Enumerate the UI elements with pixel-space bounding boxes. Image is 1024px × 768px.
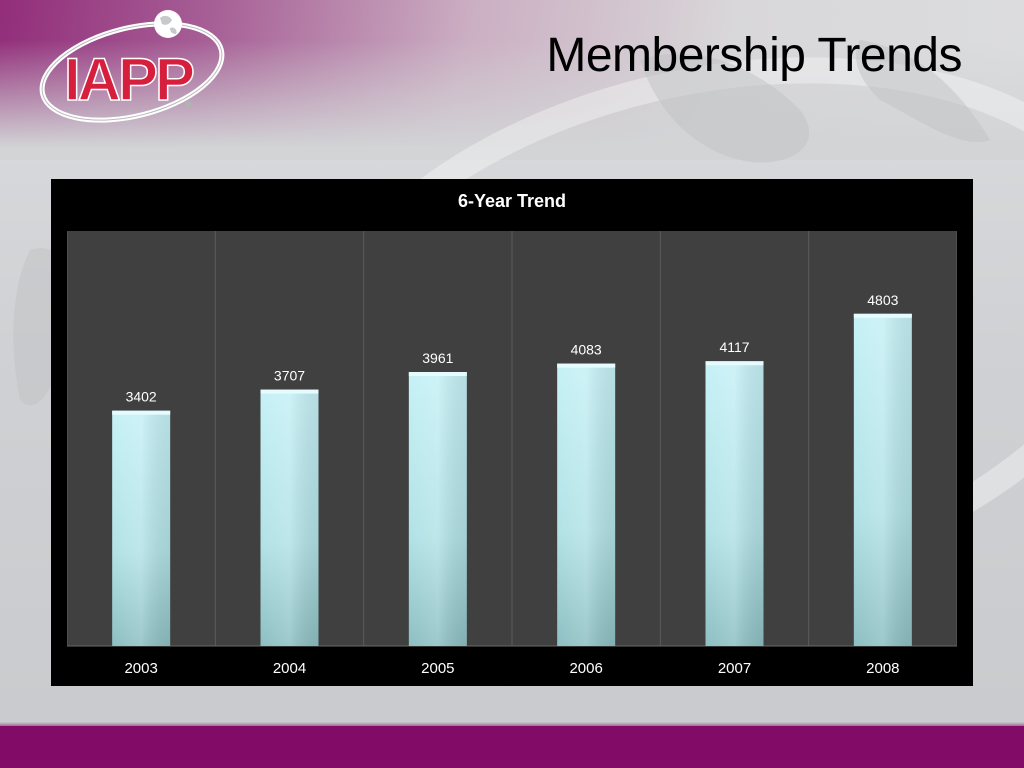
bar-shine-2008 [853,313,912,646]
bar-cap-2006 [557,363,616,368]
x-tick-label-2007: 2007 [718,660,751,677]
x-tick-label-2008: 2008 [866,660,899,677]
chart-panel: 6-Year Trend 3402 3707 3961 4083 4117 4803 20… [51,179,973,686]
bar-chart: 3402 3707 3961 4083 4117 4803 2003 2004 2005 200… [67,231,957,677]
x-tick-label-2003: 2003 [124,660,157,677]
iapp-logo: IAPP [39,10,225,123]
bar-cap-2004 [260,389,319,394]
x-tick-label-2005: 2005 [421,660,454,677]
data-label-2008: 4803 [867,292,898,308]
bar-cap-2003 [112,410,171,415]
header-band-fade [0,40,1024,160]
bar-shine-2006 [557,363,616,646]
chart-title: 6-Year Trend [457,191,567,211]
x-tick-label-2004: 2004 [273,660,306,677]
bar-shine-2007 [705,361,764,646]
bar-cap-2008 [853,313,912,318]
bar-shine-2004 [260,389,319,646]
x-tick-label-2006: 2006 [569,660,602,677]
bar-cap-2005 [408,372,467,377]
footer-bar [0,726,1024,768]
data-label-2007: 4117 [719,339,749,355]
data-label-2006: 4083 [571,342,602,358]
page-title: Membership Trends [546,29,962,82]
bar-cap-2007 [705,361,764,366]
svg-text:IAPP: IAPP [64,46,193,113]
bar-shine-2005 [408,372,467,646]
bar-shine-2003 [112,410,171,646]
data-label-2005: 3961 [422,350,453,366]
data-label-2003: 3402 [126,389,157,405]
footer-bar-shadow [0,722,1024,726]
data-label-2004: 3707 [274,368,305,384]
